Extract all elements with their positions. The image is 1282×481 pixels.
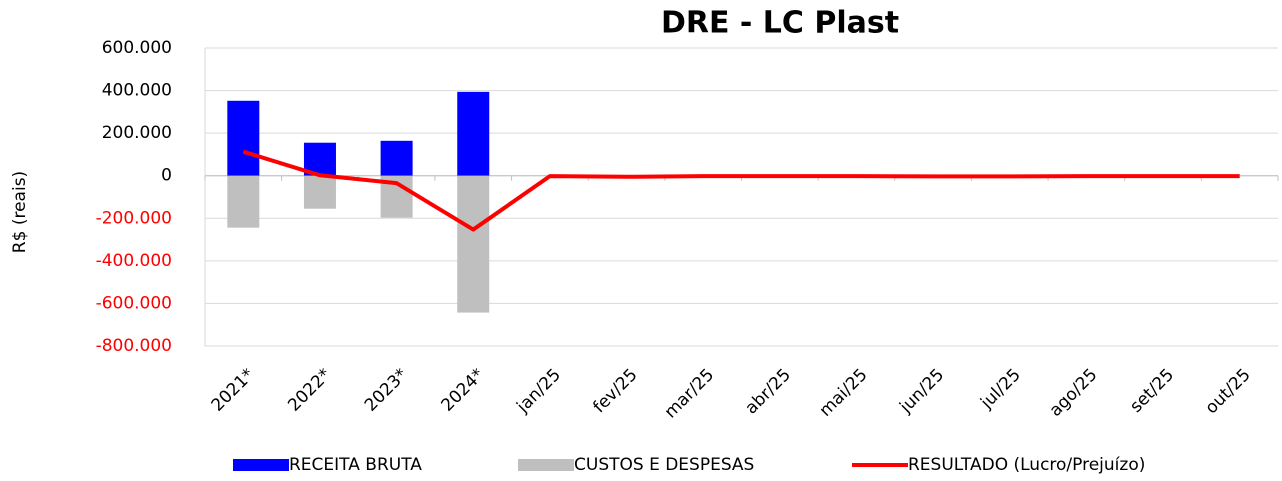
bar <box>227 100 260 176</box>
x-tick-label: mar/25 <box>661 365 719 423</box>
x-tick-label: jun/25 <box>895 365 948 418</box>
x-tick-label: jan/25 <box>512 365 565 418</box>
x-tick-label: set/25 <box>1126 365 1178 417</box>
legend-swatch <box>518 459 574 471</box>
x-tick-label: 2022* <box>284 365 335 416</box>
x-tick-label: 2024* <box>438 365 489 416</box>
legend-label: RESULTADO (Lucro/Prejuízo) <box>908 455 1145 475</box>
x-tick-label: mai/25 <box>816 365 872 421</box>
x-tick-label: 2023* <box>361 365 412 416</box>
legend-swatch <box>233 459 289 471</box>
bar <box>303 175 336 209</box>
x-tick-label: fev/25 <box>589 365 641 417</box>
y-tick-label: 600.000 <box>102 38 172 58</box>
y-tick-label: -800.000 <box>96 336 172 356</box>
x-tick-label: out/25 <box>1202 365 1255 418</box>
bar <box>457 91 490 176</box>
x-tick-label: 2021* <box>208 365 259 416</box>
line <box>242 149 1240 232</box>
x-tick-label: jul/25 <box>976 365 1025 414</box>
y-tick-label: 200.000 <box>102 123 172 143</box>
y-tick-label: -600.000 <box>96 293 172 313</box>
bar <box>227 175 260 228</box>
x-tick-label: abr/25 <box>741 365 794 418</box>
y-tick-label: 400.000 <box>102 81 172 101</box>
y-tick-label: -200.000 <box>96 208 172 228</box>
bar <box>457 175 490 313</box>
y-tick-label: 0 <box>161 166 172 186</box>
bar <box>380 140 413 176</box>
legend-label: CUSTOS E DESPESAS <box>574 455 754 475</box>
y-tick-label: -400.000 <box>96 251 172 271</box>
chart-title: DRE - LC Plast <box>661 6 899 41</box>
x-tick-label: ago/25 <box>1046 365 1102 421</box>
legend-label: RECEITA BRUTA <box>289 455 422 475</box>
y-axis-label: R$ (reais) <box>10 171 30 253</box>
